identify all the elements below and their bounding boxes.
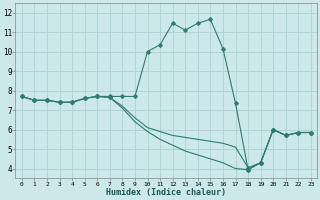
X-axis label: Humidex (Indice chaleur): Humidex (Indice chaleur) [106,188,226,197]
